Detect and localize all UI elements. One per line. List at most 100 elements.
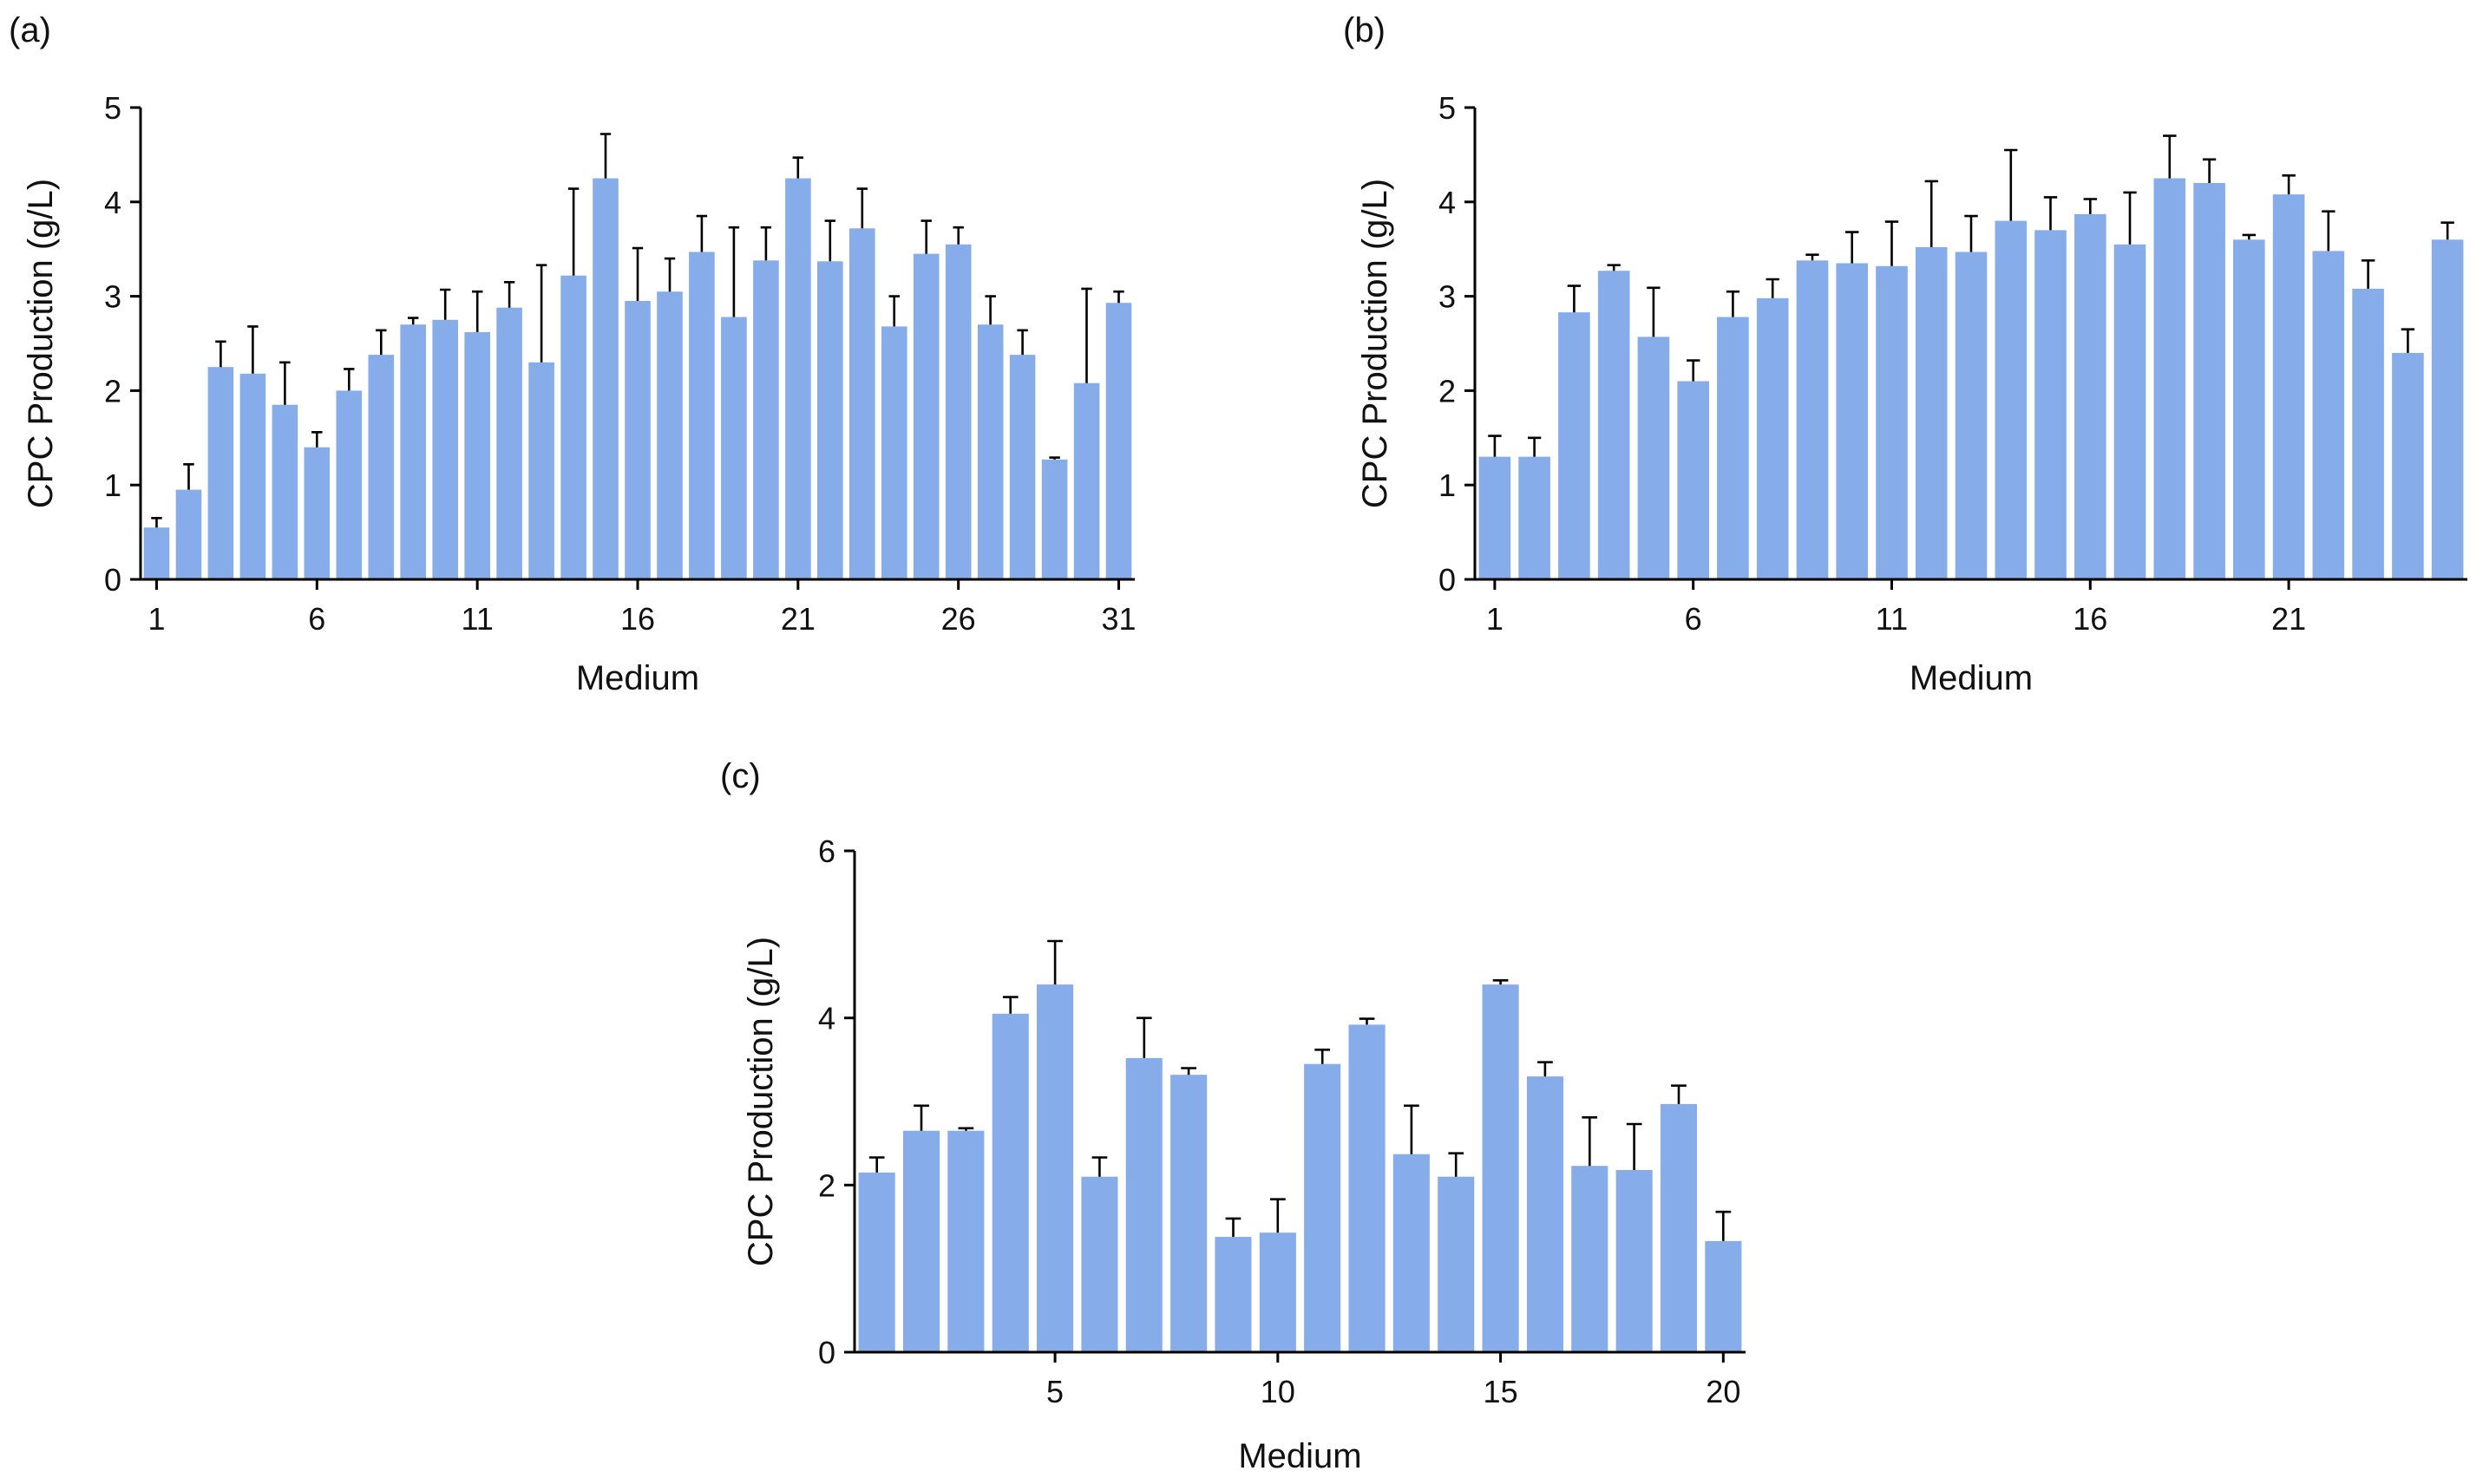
error-bar	[2242, 233, 2256, 240]
bar	[2312, 251, 2345, 579]
error-bar	[503, 281, 515, 308]
bar	[400, 324, 426, 579]
x-axis-title: Medium	[576, 659, 699, 697]
bar	[785, 178, 811, 579]
error-bar	[2401, 328, 2414, 353]
bar	[1348, 1024, 1386, 1352]
error-bar	[408, 317, 419, 325]
error-bar	[1647, 286, 1661, 337]
y-tick-label: 1	[1438, 467, 1456, 503]
y-tick-label: 4	[104, 185, 121, 220]
error-bar	[2123, 191, 2137, 245]
error-bar	[1181, 1067, 1196, 1075]
error-bar	[1113, 290, 1124, 304]
error-bar	[1488, 435, 1502, 457]
bar	[1615, 1170, 1653, 1352]
error-bar	[1017, 329, 1028, 356]
bar	[1009, 355, 1036, 579]
y-tick-label: 0	[818, 1335, 835, 1370]
error-bar	[1845, 231, 1859, 264]
bar	[1438, 1176, 1475, 1352]
error-bar	[1924, 180, 1938, 247]
bar	[2352, 288, 2384, 579]
bar	[1081, 1176, 1118, 1352]
x-tick-label: 1	[147, 601, 165, 637]
bar	[175, 489, 202, 579]
x-tick-label: 21	[781, 601, 816, 637]
y-tick-label: 2	[104, 373, 121, 409]
bar	[1125, 1057, 1163, 1352]
bar	[849, 228, 875, 579]
bar	[1637, 337, 1670, 579]
error-bar	[1002, 996, 1019, 1014]
bar	[1392, 1154, 1430, 1352]
error-bar	[1626, 1122, 1642, 1170]
error-bar	[279, 361, 291, 405]
bar	[336, 390, 363, 579]
panel-label: (b)	[1343, 11, 1386, 49]
error-bar	[247, 325, 259, 374]
bar	[1705, 1240, 1742, 1352]
error-bar	[1314, 1049, 1330, 1064]
bar	[689, 252, 715, 579]
error-bar	[2004, 148, 2018, 221]
bar	[2392, 352, 2424, 579]
error-bar	[696, 214, 708, 252]
error-bar	[920, 219, 932, 254]
bar	[977, 324, 1004, 579]
bar	[1796, 260, 1829, 579]
bar	[1215, 1237, 1252, 1352]
error-bar	[1567, 284, 1582, 313]
y-tick-label: 0	[1438, 562, 1456, 598]
error-bar	[1805, 253, 1819, 261]
error-bar	[1671, 1084, 1687, 1104]
bar	[1597, 271, 1630, 579]
x-tick-label: 26	[941, 601, 976, 637]
error-bar	[1528, 436, 1542, 457]
bar	[1677, 381, 1709, 579]
error-bar	[1047, 939, 1063, 985]
bar	[1478, 456, 1511, 579]
bar	[1558, 312, 1590, 579]
error-bar	[868, 1156, 885, 1173]
bar	[992, 1013, 1029, 1352]
bar	[432, 319, 458, 579]
bar	[272, 404, 298, 579]
y-tick-label: 6	[818, 834, 835, 869]
x-tick-label: 16	[620, 601, 655, 637]
error-bar	[2043, 196, 2058, 231]
bar	[528, 362, 554, 579]
error-bar	[2163, 134, 2177, 179]
bar	[947, 1130, 985, 1352]
bar	[1571, 1166, 1608, 1352]
bar	[881, 326, 907, 579]
error-bar	[888, 295, 900, 327]
y-tick-label: 5	[104, 90, 121, 126]
x-tick-label: 10	[1261, 1374, 1295, 1409]
y-axis-title: CPC Production (g/L)	[742, 937, 780, 1266]
error-bar	[1136, 1017, 1152, 1058]
bar	[593, 178, 619, 579]
error-bar	[632, 246, 644, 301]
y-axis-title: CPC Production (g/L)	[22, 179, 60, 508]
error-bar	[1766, 278, 1779, 298]
y-axis-title: CPC Production (g/L)	[1356, 179, 1394, 508]
error-bar	[1537, 1061, 1553, 1077]
bar	[2113, 244, 2146, 579]
bar	[1526, 1076, 1563, 1352]
x-tick-label: 1	[1486, 601, 1504, 637]
bar	[721, 317, 747, 579]
bar	[2034, 230, 2067, 579]
y-tick-label: 5	[1438, 90, 1456, 126]
error-bar	[1884, 220, 1899, 266]
y-tick-label: 1	[104, 467, 121, 503]
bar	[239, 373, 266, 579]
bar	[304, 447, 331, 579]
bar	[2074, 213, 2106, 579]
x-tick-label: 11	[461, 601, 493, 637]
bar	[1836, 263, 1868, 579]
bar	[207, 367, 234, 579]
bar	[1304, 1063, 1341, 1352]
bar	[1518, 456, 1550, 579]
